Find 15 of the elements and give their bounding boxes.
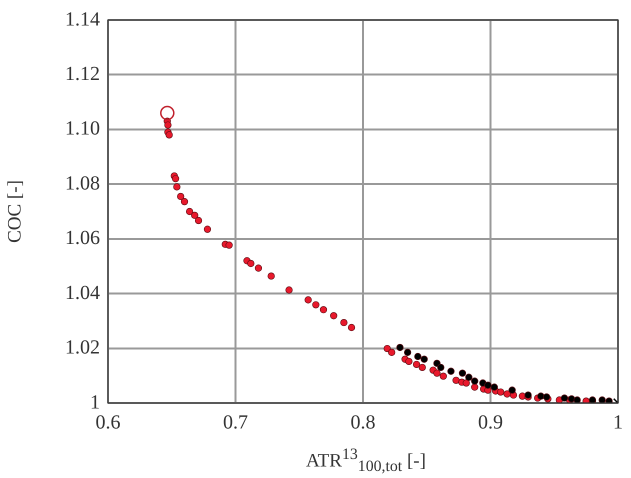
y-tick-label: 1.10 — [65, 118, 100, 140]
y-tick-label: 1.02 — [65, 336, 100, 359]
y-tick-label: 1.14 — [65, 8, 100, 30]
y-tick-label: 1.08 — [65, 172, 100, 194]
x-tick-label: 0.9 — [478, 411, 503, 434]
x-tick-label: 0.7 — [223, 411, 248, 434]
y-tick-label: 1.12 — [65, 62, 100, 85]
y-axis-title: COC [-] — [4, 180, 26, 243]
y-tick-label: 1.06 — [65, 227, 100, 250]
x-tick-label: 1 — [613, 411, 623, 434]
y-tick-label: 1 — [90, 391, 100, 414]
x-tick-label: 0.6 — [96, 411, 120, 434]
x-tick-label: 0.8 — [350, 411, 376, 434]
x-axis-title: ATR$^{13}$$_{100,tot}$ [-] — [305, 446, 427, 476]
y-tick-label: 1.04 — [65, 282, 100, 304]
